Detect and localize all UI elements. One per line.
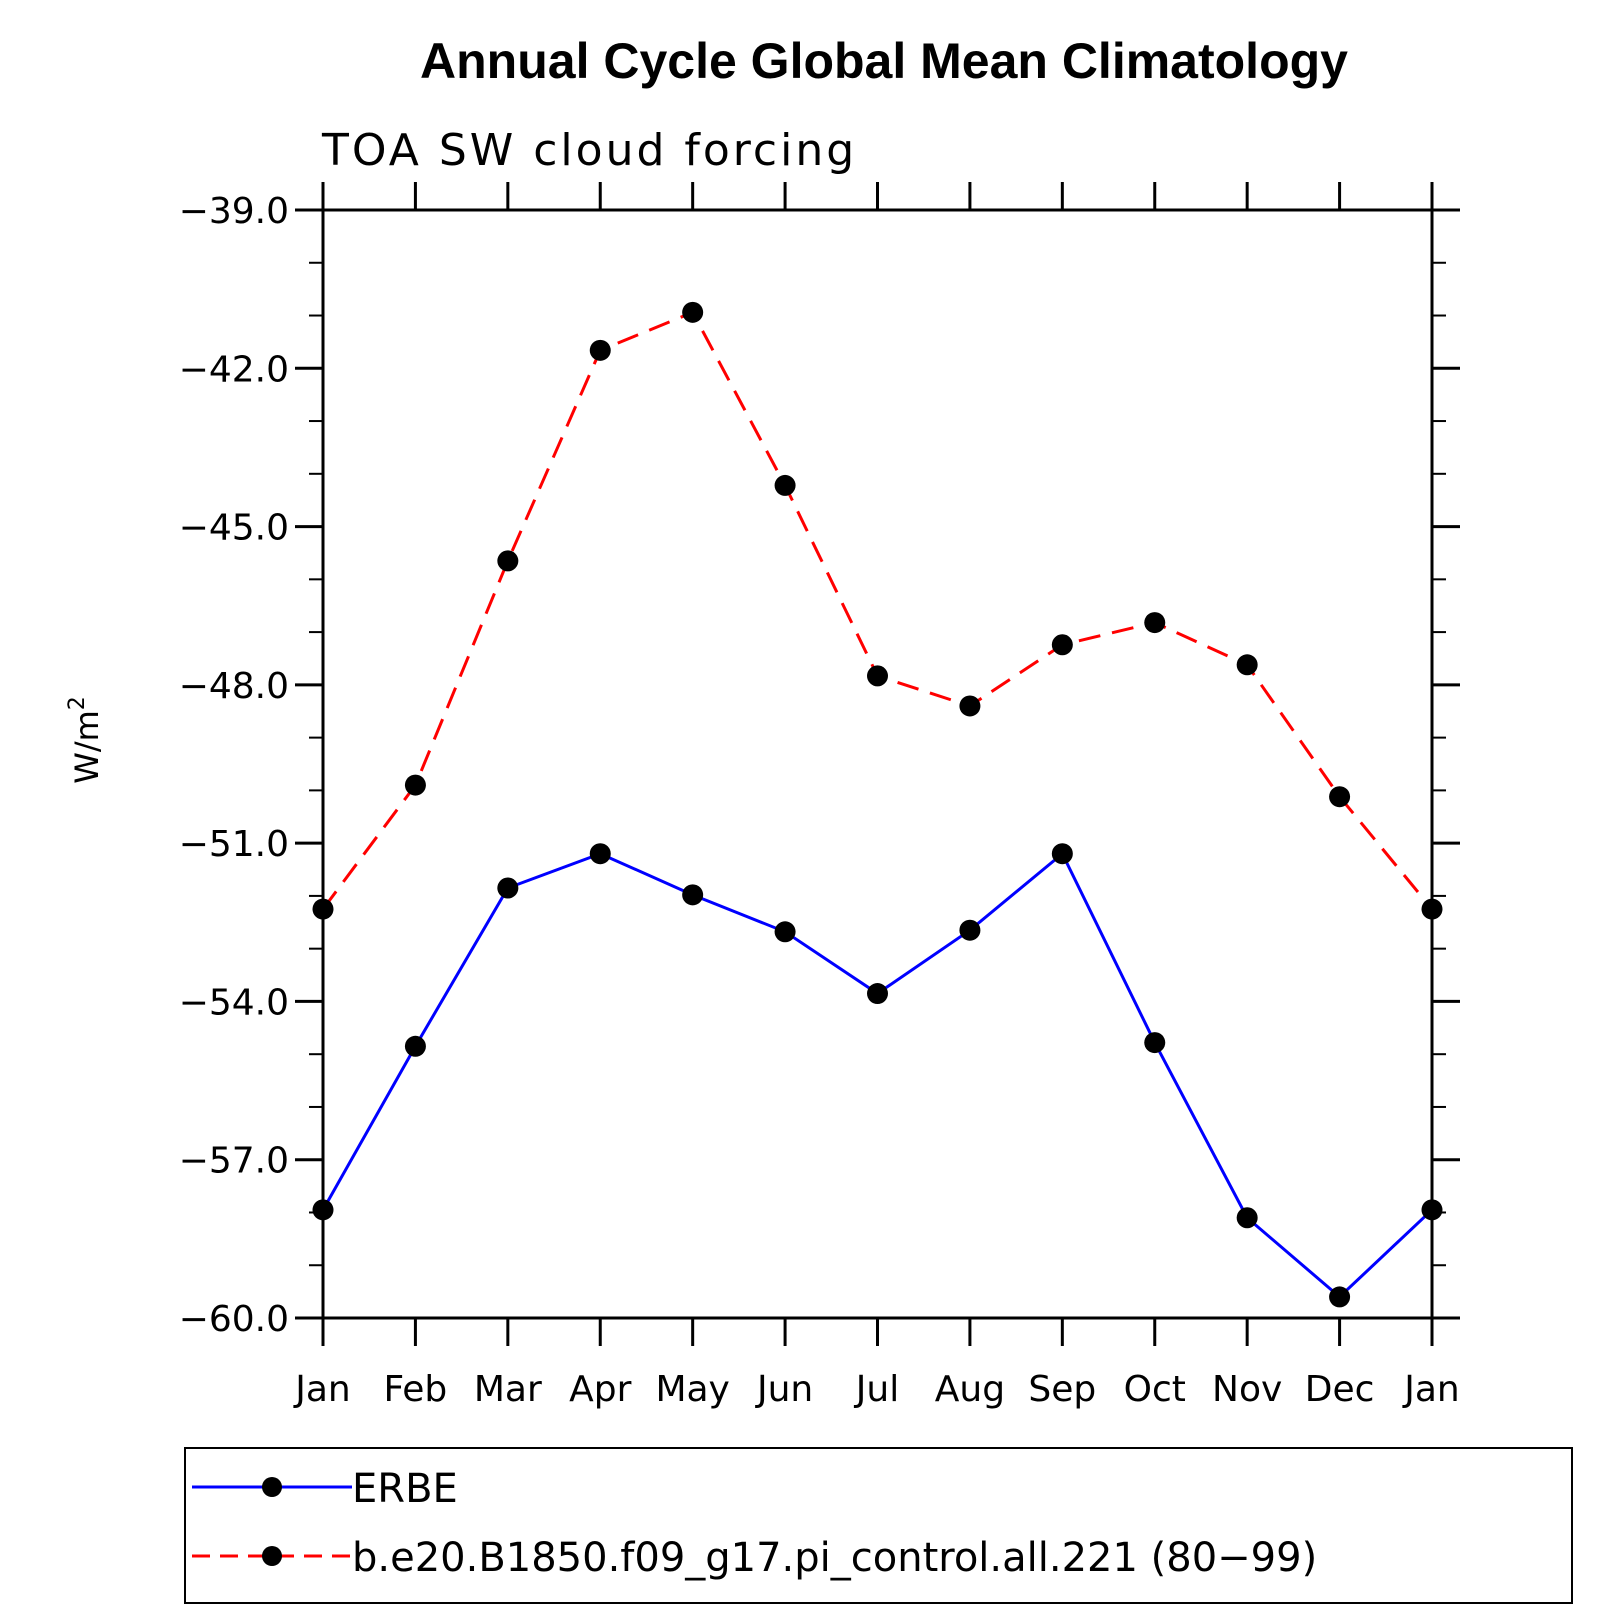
series-0-point xyxy=(774,921,796,943)
series-0-point xyxy=(1051,843,1073,865)
y-axis-label: W/m2 xyxy=(65,696,106,784)
y-axis-label-text: W/m xyxy=(68,710,106,784)
y-tick-label: −42.0 xyxy=(179,349,289,390)
series-1-point xyxy=(1421,898,1443,920)
legend-label-model: b.e20.B1850.f09_g17.pi_control.all.221 (… xyxy=(352,1535,1317,1581)
x-tick-label: Jan xyxy=(1402,1369,1460,1410)
series-0-point xyxy=(959,919,981,941)
x-tick-label: Oct xyxy=(1124,1369,1186,1410)
legend-box xyxy=(184,1447,1573,1604)
series-0-point xyxy=(1329,1286,1351,1308)
x-tick-label: Feb xyxy=(384,1369,448,1410)
series-line-0 xyxy=(321,851,1434,1299)
series-1-point xyxy=(312,898,334,920)
series-0-point xyxy=(589,843,611,865)
series-layer xyxy=(312,301,1443,1308)
series-0-point xyxy=(1236,1207,1258,1229)
series-1-point xyxy=(959,695,981,717)
svg-text:W/m2: W/m2 xyxy=(65,696,106,784)
y-tick-label: −57.0 xyxy=(179,1141,289,1182)
y-tick-label: −45.0 xyxy=(179,508,289,549)
plot-frame: −39.0 −42.0 −45.0 −48.0 −51.0 −54.0 −57.0 −60.0… xyxy=(179,182,1460,1410)
y-axis-label-superscript: 2 xyxy=(65,696,90,710)
series-0-point xyxy=(867,983,888,1005)
x-tick-label: Jul xyxy=(854,1369,899,1410)
legend-marker-model xyxy=(262,1546,282,1566)
y-tick-label: −51.0 xyxy=(179,824,289,865)
chart-title: Annual Cycle Global Mean Climatology xyxy=(420,33,1348,89)
x-tick-label: Dec xyxy=(1305,1369,1375,1410)
series-0-point xyxy=(404,1035,426,1057)
series-1-point xyxy=(1144,612,1166,634)
series-1-point xyxy=(589,339,611,361)
series-1-point xyxy=(1329,786,1351,808)
series-0-point xyxy=(1421,1199,1443,1221)
series-1-point xyxy=(1051,634,1073,656)
series-1-point xyxy=(1236,654,1258,676)
series-0-point xyxy=(682,884,704,906)
x-tick-label: Jan xyxy=(293,1369,351,1410)
legend: ERBE b.e20.B1850.f09_g17.pi_control.all.… xyxy=(184,1447,1573,1604)
series-1-point xyxy=(774,474,796,496)
x-tick-label: Sep xyxy=(1028,1369,1096,1410)
series-line-1 xyxy=(321,310,1434,911)
series-1-point xyxy=(867,665,888,687)
series-0-point xyxy=(1144,1032,1166,1054)
series-1-point xyxy=(497,550,519,572)
x-tick-label: May xyxy=(655,1369,729,1410)
y-tick-label: −54.0 xyxy=(179,982,289,1023)
x-tick-label: Jun xyxy=(755,1369,813,1410)
legend-label-erbe: ERBE xyxy=(352,1466,458,1512)
x-tick-label: Mar xyxy=(474,1369,542,1410)
legend-marker-erbe xyxy=(262,1477,282,1497)
y-tick-label: −39.0 xyxy=(179,191,289,232)
series-1-point xyxy=(404,774,426,796)
y-tick-label: −60.0 xyxy=(179,1299,289,1340)
series-0-point xyxy=(497,877,519,899)
x-tick-label: Aug xyxy=(935,1369,1005,1410)
chart-subtitle: TOA SW cloud forcing xyxy=(321,125,857,176)
series-0-point xyxy=(312,1199,334,1221)
series-1-point xyxy=(682,301,704,323)
y-tick-label: −48.0 xyxy=(179,666,289,707)
plot-border xyxy=(321,208,1434,1320)
x-tick-label: Apr xyxy=(569,1369,631,1410)
x-tick-label: Nov xyxy=(1212,1369,1282,1410)
